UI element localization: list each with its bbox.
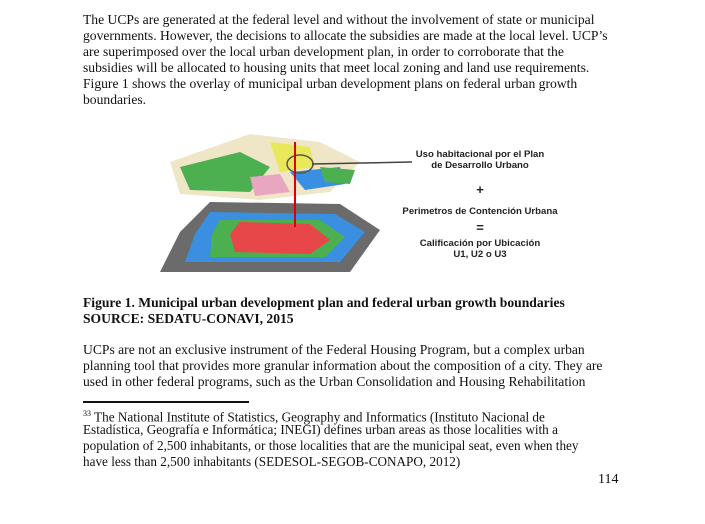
- label-classification: Calificación por Ubicación U1, U2 o U3: [410, 238, 550, 260]
- figure-caption: Figure 1. Municipal urban development pl…: [83, 295, 565, 310]
- text-line: The UCPs are generated at the federal le…: [83, 12, 595, 27]
- label-perimeters: Perimetros de Contención Urbana: [402, 206, 558, 217]
- label-line: de Desarrollo Urbano: [431, 160, 529, 171]
- containment-perimeter-layer: [160, 202, 380, 272]
- figure-source: SOURCE: SEDATU-CONAVI, 2015: [83, 311, 294, 326]
- footnote-number: 33: [83, 409, 91, 418]
- text-line: governments. However, the decisions to a…: [83, 28, 608, 43]
- text-line: planning tool that provides more granula…: [83, 358, 603, 373]
- text-line: boundaries.: [83, 92, 147, 107]
- text-line: used in other federal programs, such as …: [83, 374, 586, 389]
- text-line: subsidies will be allocated to housing u…: [83, 60, 590, 75]
- page-number: 114: [598, 472, 619, 487]
- label-line: Uso habitacional por el Plan: [415, 149, 545, 160]
- figure-1: Uso habitacional por el Plan de Desarrol…: [140, 122, 600, 282]
- plus-sign: +: [476, 182, 484, 197]
- text-line: have less than 2,500 inhabitants (SEDESO…: [83, 454, 461, 469]
- text-line: population of 2,500 inhabitants, or thos…: [83, 438, 579, 453]
- label-land-use: Uso habitacional por el Plan de Desarrol…: [410, 149, 550, 171]
- label-line: U1, U2 o U3: [453, 249, 507, 260]
- footnote-text: The National Institute of Statistics, Ge…: [91, 409, 545, 425]
- text-line: UCPs are not an exclusive instrument of …: [83, 342, 585, 357]
- text-line: Estadística, Geografía e Informática; IN…: [83, 422, 558, 437]
- footnote-divider: [83, 401, 249, 403]
- text-line: are superimposed over the local urban de…: [83, 44, 564, 59]
- map-overlay-image: [150, 134, 413, 272]
- label-line: Calificación por Ubicación: [419, 238, 541, 249]
- text-line: 33 The National Institute of Statistics,…: [83, 406, 545, 425]
- equals-sign: =: [476, 220, 484, 235]
- text-line: Figure 1 shows the overlay of municipal …: [83, 76, 578, 91]
